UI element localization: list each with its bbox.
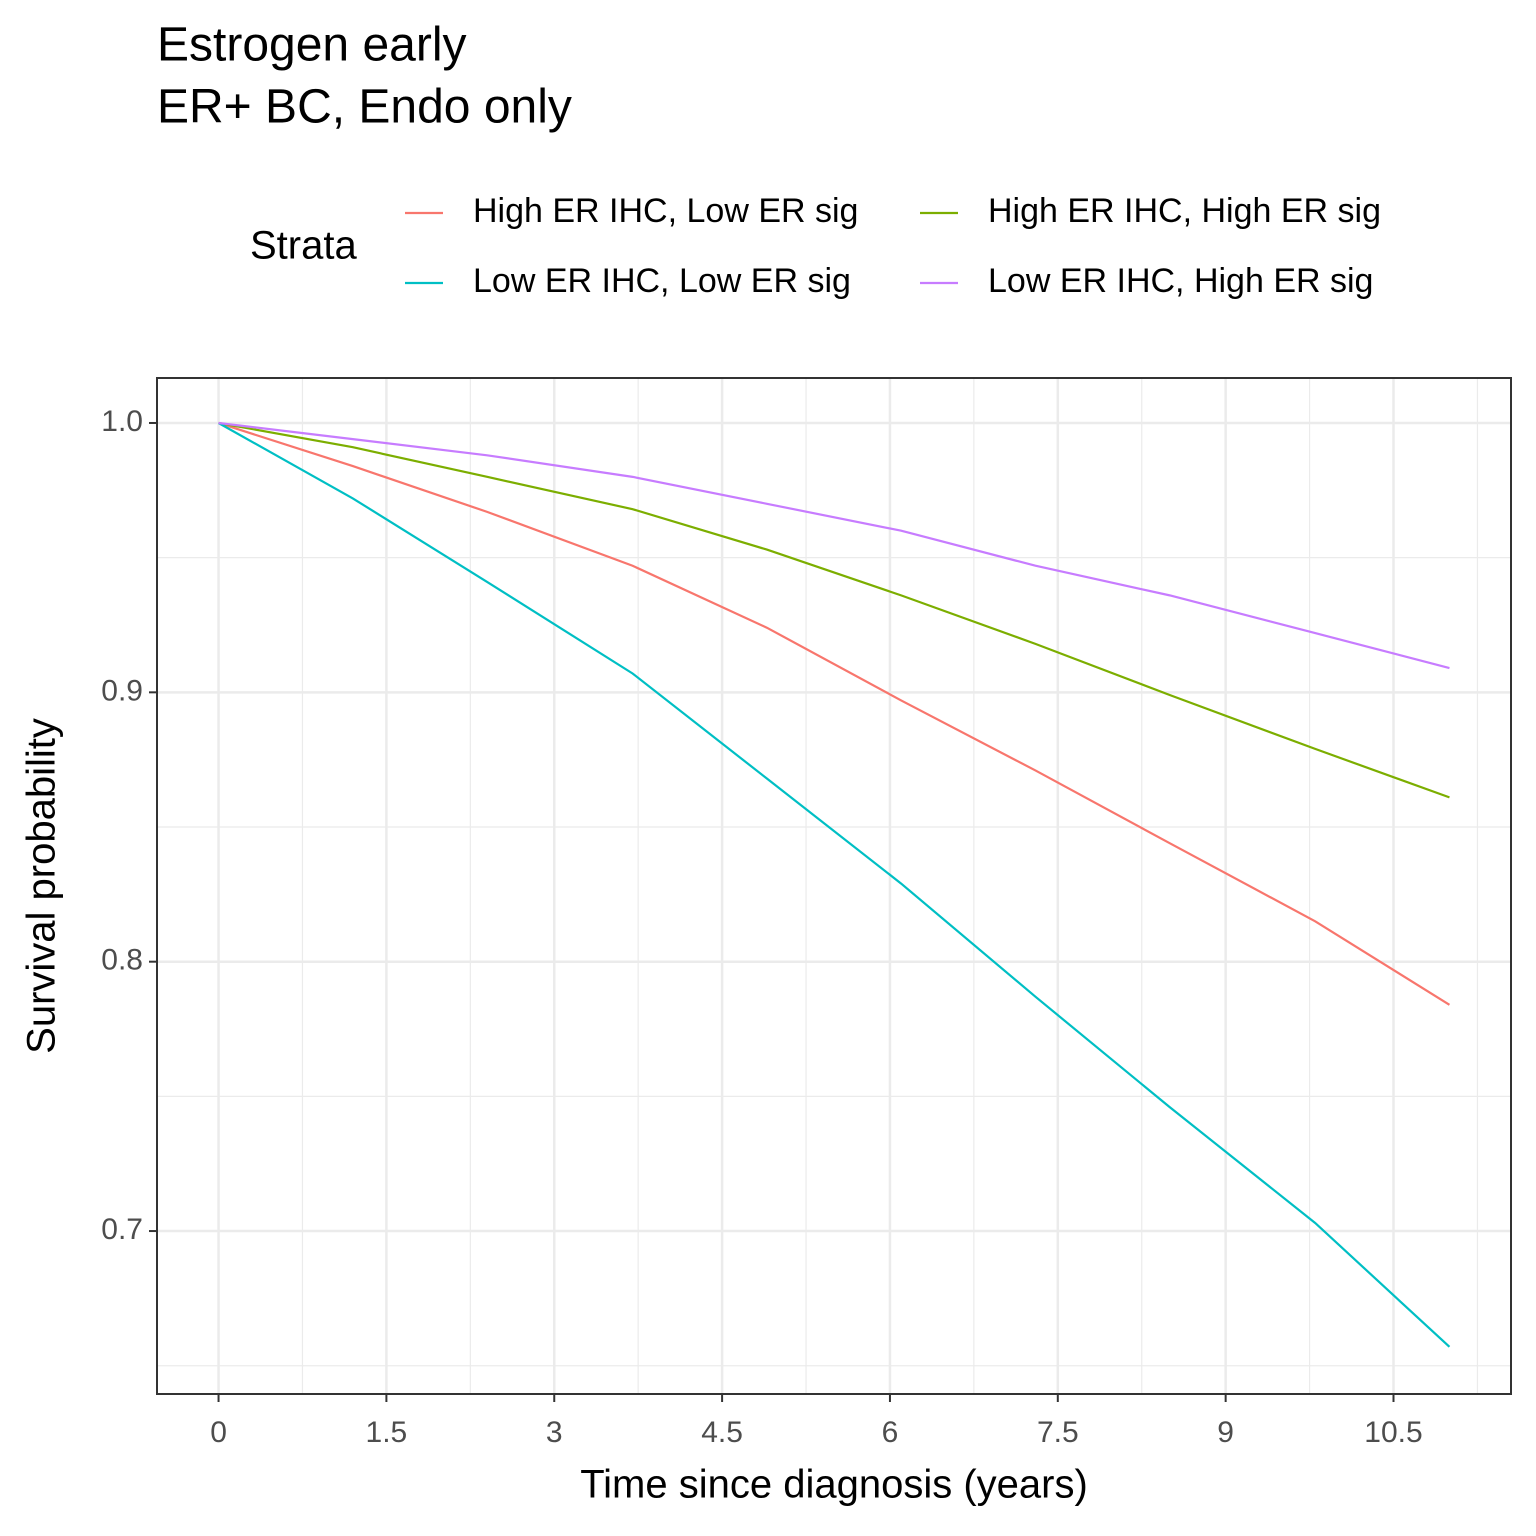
legend-label: Low ER IHC, High ER sig (988, 262, 1373, 300)
y-tick-label: 1.0 (101, 405, 143, 438)
x-tick-label: 3 (546, 1416, 563, 1449)
line (218, 421, 1450, 670)
chart-subtitle: ER+ BC, Endo only (157, 81, 572, 134)
x-tick-label: 4.5 (701, 1416, 743, 1449)
y-tick-label: 0.9 (101, 674, 143, 707)
x-tick-label: 6 (882, 1416, 899, 1449)
line (218, 421, 1451, 1006)
legend-label: High ER IHC, Low ER sig (473, 192, 858, 230)
y-axis-title: Survival probability (20, 718, 64, 1054)
y-tick-label: 0.8 (101, 944, 143, 977)
x-tick-label: 1.5 (366, 1416, 408, 1449)
x-axis-title: Time since diagnosis (years) (580, 1463, 1088, 1507)
x-tick-label: 7.5 (1037, 1416, 1079, 1449)
line (218, 422, 1451, 1348)
line (218, 421, 1450, 799)
legend-label: Low ER IHC, Low ER sig (473, 262, 851, 300)
x-tick-label: 0 (210, 1416, 227, 1449)
y-tick-label: 0.7 (101, 1213, 143, 1246)
legend-label: High ER IHC, High ER sig (988, 192, 1381, 230)
plot-border (156, 377, 1512, 1395)
x-tick-label: 10.5 (1364, 1416, 1422, 1449)
x-tick-label: 9 (1217, 1416, 1234, 1449)
legend-title: Strata (250, 224, 357, 268)
chart-title: Estrogen early (157, 19, 467, 72)
